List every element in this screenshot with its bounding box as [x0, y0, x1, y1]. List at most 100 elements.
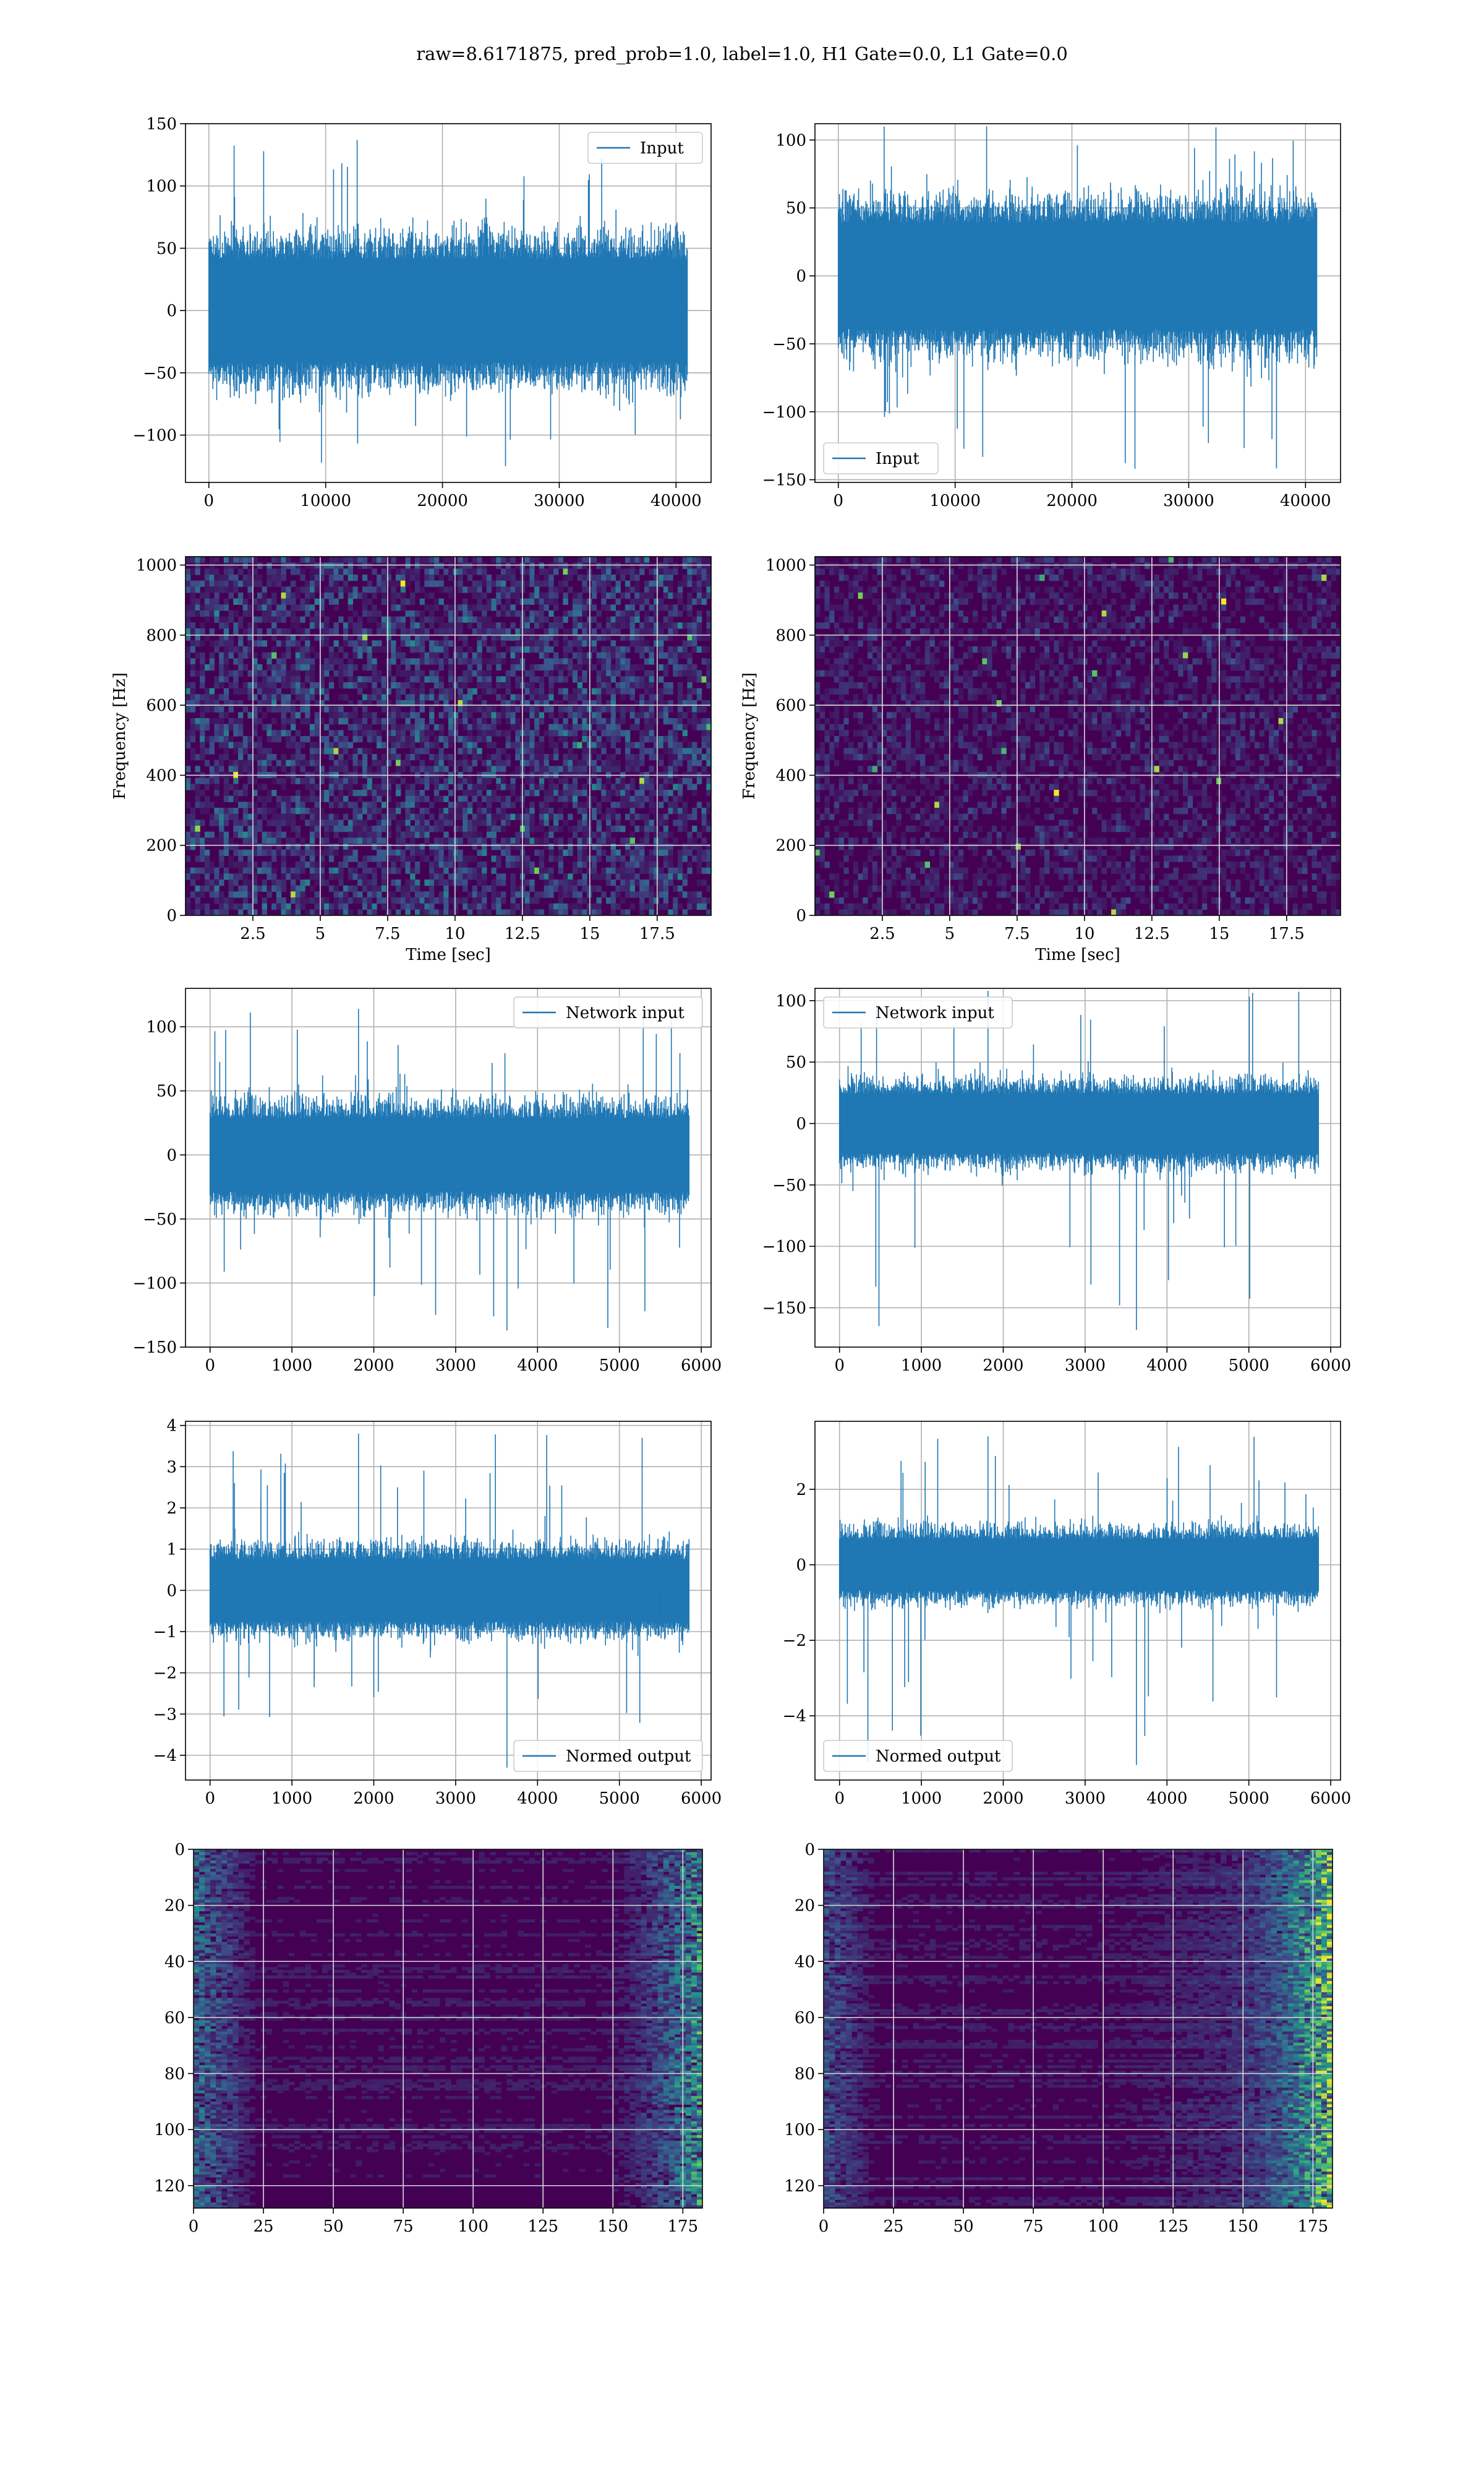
y-tick-label: 600 — [775, 696, 806, 715]
x-tick-label: 20000 — [1046, 492, 1098, 510]
y-tick-label: −50 — [772, 335, 806, 354]
x-tick-label: 3000 — [1065, 1789, 1106, 1808]
x-tick-label: 3000 — [435, 1789, 476, 1808]
signal-peaks — [223, 1434, 680, 1768]
x-tick-label: 10000 — [300, 492, 351, 510]
x-axis-label: Time [sec] — [1035, 946, 1120, 964]
x-tick-label: 75 — [1023, 2217, 1044, 2236]
axes-frame — [185, 556, 712, 916]
signal-peaks — [846, 1436, 1314, 1765]
y-tick-label: 1000 — [765, 557, 806, 575]
x-tick-label: 3000 — [1065, 1356, 1106, 1375]
y-tick-label: 1 — [166, 1541, 177, 1559]
x-tick-label: 0 — [819, 2217, 829, 2236]
y-tick-label: 40 — [795, 1953, 815, 1971]
x-tick-label: 6000 — [1310, 1356, 1351, 1375]
x-tick-label: 7.5 — [375, 925, 400, 943]
heatmap-cells — [824, 1849, 1333, 2209]
x-tick-label: 17.5 — [1269, 925, 1305, 943]
x-tick-label: 2.5 — [869, 925, 895, 943]
y-tick-label: 100 — [784, 2121, 815, 2139]
x-tick-label: 75 — [393, 2217, 414, 2236]
y-tick-label: 150 — [146, 115, 177, 134]
x-tick-label: 12.5 — [1134, 925, 1170, 943]
y-tick-label: 0 — [166, 1582, 177, 1600]
y-tick-label: 40 — [164, 1953, 185, 1971]
signal-core — [210, 1560, 689, 1620]
legend-box — [823, 1740, 1013, 1772]
y-tick-label: 20 — [795, 1897, 815, 1915]
heatmap-cells — [815, 557, 1341, 916]
y-tick-label: 400 — [775, 766, 806, 785]
axes-frame — [185, 1421, 712, 1781]
legend-box — [513, 996, 703, 1029]
x-tick-label: 3000 — [435, 1356, 476, 1375]
x-tick-label: 5000 — [599, 1356, 640, 1375]
x-tick-label: 5 — [945, 925, 955, 943]
y-tick-label: 80 — [795, 2065, 815, 2084]
axes-frame — [814, 123, 1341, 483]
y-tick-label: −2 — [783, 1632, 806, 1650]
x-tick-label: 20000 — [417, 492, 468, 510]
y-tick-label: −50 — [143, 364, 177, 383]
y-tick-label: 100 — [146, 178, 177, 196]
x-tick-label: 5000 — [1229, 1789, 1269, 1808]
axes-frame — [814, 556, 1341, 916]
series-line — [838, 991, 1320, 1330]
axes-frame — [823, 1849, 1333, 2209]
x-tick-label: 40000 — [1280, 492, 1331, 510]
x-tick-label: 0 — [205, 1356, 215, 1375]
legend: Normed output — [823, 1740, 1013, 1772]
y-tick-label: 800 — [146, 627, 177, 645]
x-tick-label: 40000 — [650, 492, 702, 510]
y-tick-label: −150 — [762, 1299, 806, 1317]
y-tick-label: 1000 — [136, 557, 177, 575]
y-tick-label: 600 — [146, 696, 177, 715]
y-tick-label: 0 — [166, 302, 177, 320]
series-line — [208, 140, 688, 466]
y-tick-label: 800 — [775, 627, 806, 645]
x-tick-label: 100 — [1088, 2217, 1119, 2236]
legend-box — [513, 1740, 703, 1772]
x-tick-label: 2.5 — [240, 925, 265, 943]
x-tick-label: 1000 — [271, 1789, 312, 1808]
panel-h1-input: 0 10000 20000 30000 40000 −100 −50 0 50 100 150 Inp… — [133, 115, 712, 510]
legend-box — [587, 132, 703, 164]
x-tick-label: 0 — [834, 1356, 845, 1375]
axes-frame — [193, 1849, 703, 2209]
y-tick-label: −3 — [153, 1705, 177, 1724]
y-tick-label: −50 — [772, 1176, 806, 1195]
y-tick-label: −2 — [153, 1664, 177, 1683]
x-tick-label: 15 — [1209, 925, 1229, 943]
x-tick-label: 125 — [1158, 2217, 1188, 2236]
signal-core — [208, 261, 688, 360]
y-tick-label: 400 — [146, 766, 177, 785]
y-tick-label: −100 — [133, 426, 177, 445]
axes-frame — [185, 988, 712, 1348]
x-tick-label: 4000 — [1146, 1789, 1187, 1808]
legend: Normed output — [513, 1740, 703, 1772]
y-tick-label: 100 — [775, 131, 806, 150]
y-tick-label: 0 — [796, 907, 806, 925]
x-tick-label: 30000 — [534, 492, 585, 510]
x-tick-label: 6000 — [1310, 1789, 1351, 1808]
axes-frame — [814, 988, 1341, 1348]
axes-frame — [185, 123, 712, 483]
x-tick-label: 175 — [1298, 2217, 1329, 2236]
y-tick-label: −150 — [133, 1338, 177, 1357]
y-tick-label: 60 — [164, 2009, 185, 2027]
y-tick-label: −1 — [153, 1623, 177, 1641]
legend-label: Network input — [566, 1004, 684, 1022]
y-tick-label: 50 — [156, 239, 177, 258]
x-tick-label: 0 — [189, 2217, 199, 2236]
y-tick-label: 0 — [166, 907, 177, 925]
y-axis-label: Frequency [Hz] — [111, 672, 129, 800]
x-tick-label: 6000 — [681, 1789, 722, 1808]
axes-frame — [814, 1421, 1341, 1781]
x-tick-label: 0 — [205, 1789, 215, 1808]
legend-label: Network input — [876, 1004, 994, 1022]
y-tick-label: 200 — [146, 837, 177, 855]
y-tick-label: 120 — [784, 2177, 815, 2196]
plot-area — [815, 988, 1341, 1347]
